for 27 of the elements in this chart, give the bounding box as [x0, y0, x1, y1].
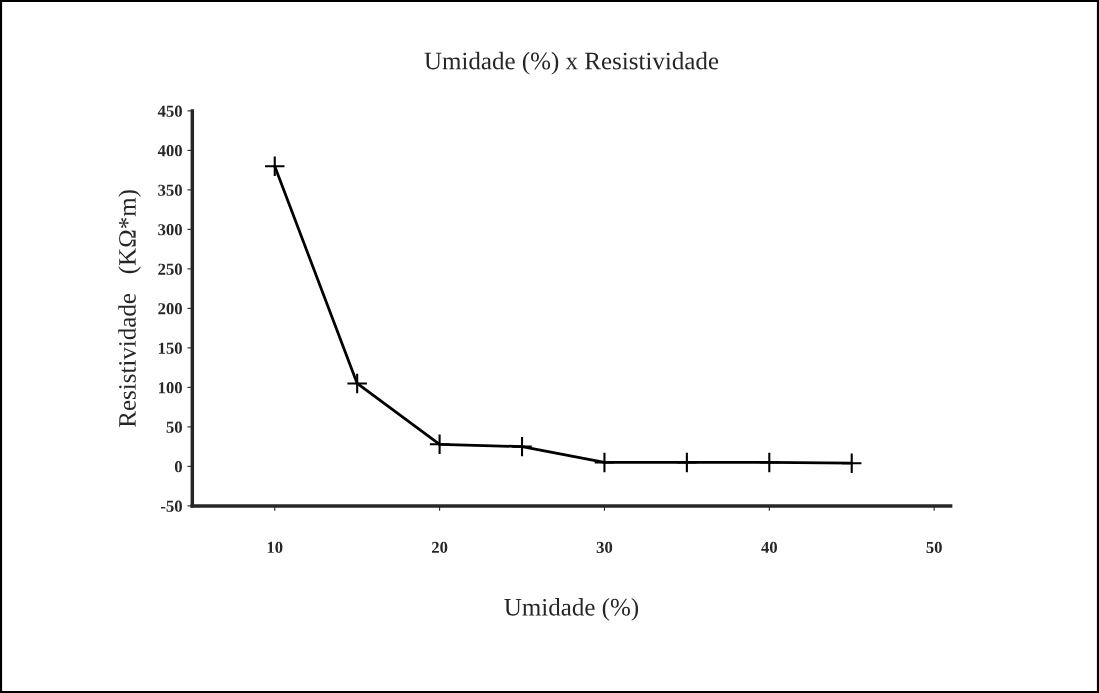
y-tick-label: 100 [158, 382, 182, 394]
x-tick-label: 30 [596, 541, 613, 554]
chart-title: Umidade (%) x Resistividade [424, 51, 719, 75]
y-tick-label: -50 [161, 500, 182, 512]
y-tick-label: 300 [158, 224, 182, 236]
x-tick-label: 50 [926, 541, 942, 554]
point [676, 451, 698, 474]
x-tick-label: 10 [267, 541, 283, 554]
y-tick-label: 400 [157, 145, 182, 157]
point [758, 451, 781, 474]
y-tick-label: 350 [158, 184, 182, 196]
y-tick-label: 0 [174, 461, 182, 473]
point [840, 452, 863, 474]
y-tick-label: 50 [166, 421, 182, 433]
point [428, 433, 451, 456]
x-axis-title: Umidade (%) [504, 598, 639, 621]
point [593, 451, 616, 474]
y-tick-label: 250 [158, 263, 182, 275]
point [511, 435, 533, 458]
y-tick-label: 450 [157, 105, 182, 117]
x-tick-label: 20 [431, 541, 448, 554]
x-tick-label: 40 [761, 541, 777, 554]
y-axis-title: Resistividade (KΩ*m) [118, 190, 141, 428]
point [346, 372, 368, 395]
point [263, 155, 286, 177]
y-tick-label: 150 [158, 342, 182, 354]
y-tick-label: 200 [158, 303, 182, 315]
